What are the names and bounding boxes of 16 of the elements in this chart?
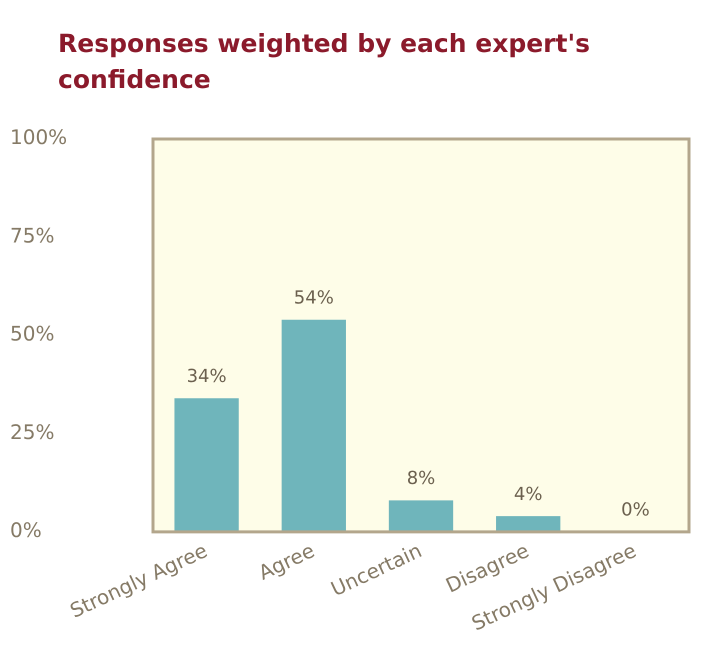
data-label: 54% [294,287,334,308]
y-tick-label: 50% [10,322,54,346]
data-label: 8% [406,468,436,490]
bar [282,320,346,532]
y-tick-label: 0% [10,518,42,542]
chart-title: Responses weighted by each expert's confidence [58,28,591,96]
x-tick-label: Agree [254,538,318,585]
bar [496,516,560,532]
bar [388,500,454,532]
data-label: 4% [514,484,542,505]
y-tick-label: 100% [10,125,68,150]
data-label: 34% [186,366,227,387]
bar [174,398,239,532]
y-tick-label: 75% [10,223,54,248]
data-label: 0% [621,500,650,521]
y-tick-label: 25% [10,420,54,444]
